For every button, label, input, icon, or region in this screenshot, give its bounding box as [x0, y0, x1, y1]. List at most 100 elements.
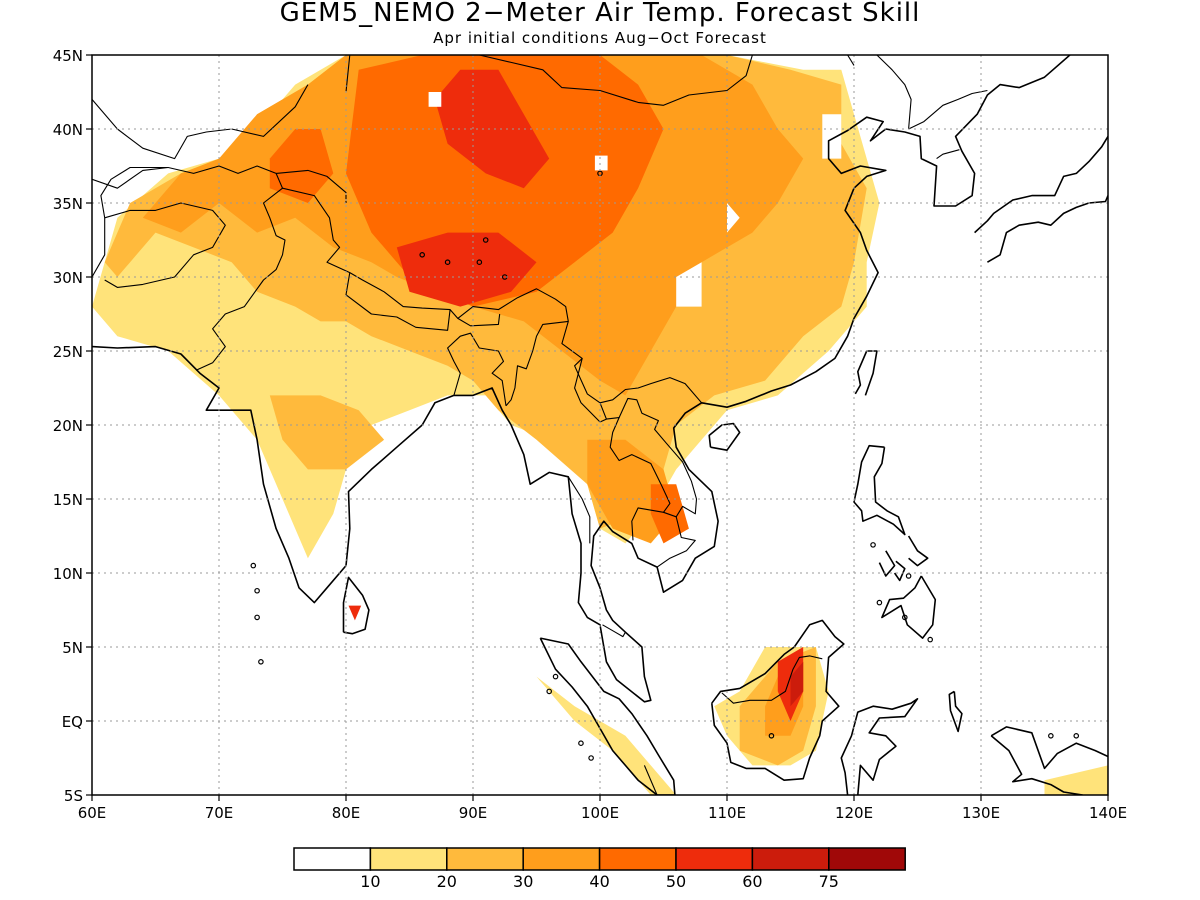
map-title: GEM5_NEMO 2−Meter Air Temp. Forecast Ski…: [279, 0, 921, 28]
x-tick-label: 60E: [78, 804, 107, 822]
colorbar-swatch: [751, 847, 830, 871]
x-tick-label: 80E: [332, 804, 361, 822]
border-line: [92, 84, 309, 160]
no-skill-patch: [822, 114, 842, 159]
x-tick-label: 140E: [1089, 804, 1127, 822]
no-skill-patch: [594, 155, 608, 171]
colorbar-label: 60: [742, 872, 762, 891]
border-line: [345, 55, 351, 93]
coastline: [990, 735, 1083, 795]
lake-or-islet: [1048, 732, 1054, 739]
no-skill-patch: [727, 203, 740, 233]
border-line: [282, 187, 703, 404]
no-skill-patch: [428, 92, 442, 107]
border-line: [643, 765, 658, 795]
y-tick-label: EQ: [62, 713, 83, 731]
border-line: [92, 166, 169, 189]
lake-or-islet: [258, 658, 264, 665]
colorbar-swatch: [369, 847, 448, 871]
lake-or-islet: [768, 732, 775, 739]
coastline: [990, 726, 1108, 770]
colorbar: 10 20 30 40 50 60 75: [293, 847, 906, 891]
colorbar-label: 30: [513, 872, 533, 891]
lake-or-islet: [419, 252, 426, 258]
lake-or-islet: [444, 259, 451, 266]
border-line: [876, 55, 988, 130]
x-tick-label: 100E: [581, 804, 619, 822]
lake-or-islet: [254, 614, 260, 621]
border-line: [574, 358, 607, 423]
coastline: [840, 697, 919, 795]
coastline: [893, 560, 906, 582]
coastline: [854, 350, 878, 396]
y-tick-label: 20N: [53, 417, 83, 435]
colorbar-swatch: [598, 847, 677, 871]
skill-region-40: [269, 129, 334, 203]
border-line: [92, 165, 286, 371]
coastline: [539, 637, 676, 795]
lake-or-islet: [901, 614, 908, 621]
coastline: [711, 619, 845, 782]
lake-or-islet: [1073, 732, 1080, 739]
coastline: [708, 422, 741, 452]
graticule-layer: [92, 55, 1108, 795]
colorbar-swatch: [675, 847, 754, 871]
border-line: [599, 402, 671, 541]
colorbar-label: 75: [819, 872, 839, 891]
lake-or-islet: [578, 740, 584, 747]
y-tick-label: 15N: [53, 491, 83, 509]
coastline: [342, 576, 370, 635]
coastline: [878, 550, 896, 577]
border-line: [618, 397, 698, 518]
lake-or-islet: [876, 599, 883, 606]
lake-or-islet: [927, 636, 934, 643]
border-line: [276, 169, 347, 203]
skill-region-50: [434, 69, 550, 189]
map-subtitle: Apr initial conditions Aug−Oct Forecast: [433, 29, 767, 47]
x-tick-label: 90E: [459, 804, 488, 822]
y-tick-label: 35N: [53, 195, 83, 213]
y-tick-label: 40N: [53, 121, 83, 139]
border-line: [447, 332, 507, 406]
border-line: [438, 55, 791, 106]
skill-region-50: [348, 605, 362, 621]
border-line: [847, 55, 855, 66]
skill-region-10: [1044, 765, 1108, 795]
border-line: [457, 313, 501, 327]
x-tick-label: 70E: [205, 804, 234, 822]
border-line: [936, 149, 960, 160]
border-line: [656, 516, 696, 568]
y-tick-label: 30N: [53, 269, 83, 287]
colorbar-swatch: [446, 847, 524, 871]
colorbar-swatch: [522, 847, 601, 871]
lake-or-islet: [552, 673, 559, 680]
skill-shading-layer: [92, 55, 1108, 795]
border-line: [505, 320, 569, 407]
colorbar-swatch: [828, 847, 906, 871]
lake-or-islet: [546, 688, 553, 695]
coastline: [853, 444, 906, 536]
lake-or-islet: [250, 562, 257, 569]
coastline: [948, 690, 963, 733]
y-tick-label: 5S: [64, 787, 83, 805]
border-line: [345, 272, 451, 331]
axis-labels: 60E 70E 80E 90E 100E 110E 120E 130E 140E 45N 40N 35…: [53, 47, 1127, 822]
lake-or-islet: [870, 542, 876, 548]
skill-region-60: [790, 661, 804, 707]
colorbar-swatch: [293, 847, 372, 871]
colorbar-label: 20: [437, 872, 457, 891]
y-tick-label: 25N: [53, 343, 83, 361]
border-line: [567, 476, 591, 544]
lake-or-islet: [254, 587, 260, 594]
colorbar-label: 40: [589, 872, 609, 891]
coastline: [907, 535, 929, 567]
lake-or-islet: [905, 573, 912, 579]
border-line: [721, 655, 823, 704]
coastline: [92, 55, 1071, 703]
lake-or-islet: [588, 755, 594, 761]
skill-region-10: [536, 676, 677, 795]
y-tick-label: 5N: [62, 639, 83, 657]
coastline-layer: [92, 55, 1108, 795]
skill-region-20: [269, 395, 385, 470]
